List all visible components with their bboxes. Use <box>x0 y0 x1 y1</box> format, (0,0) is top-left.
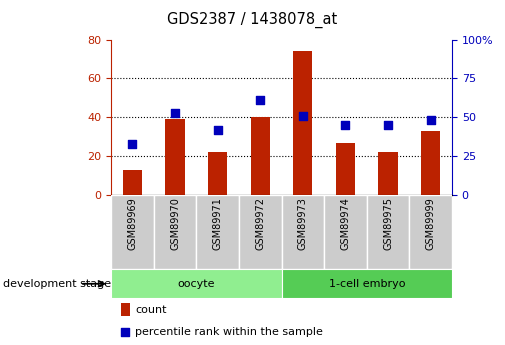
Bar <box>282 269 452 298</box>
Bar <box>111 195 154 269</box>
Bar <box>410 195 452 269</box>
Bar <box>208 152 227 195</box>
Bar <box>111 269 282 298</box>
Bar <box>166 119 185 195</box>
Bar <box>421 131 440 195</box>
Point <box>128 141 136 146</box>
Point <box>171 110 179 115</box>
Text: GDS2387 / 1438078_at: GDS2387 / 1438078_at <box>167 12 338 28</box>
Bar <box>367 195 410 269</box>
Text: GSM89971: GSM89971 <box>213 197 223 250</box>
Text: oocyte: oocyte <box>178 279 215 289</box>
Bar <box>154 195 196 269</box>
Text: count: count <box>135 305 167 315</box>
Text: GSM89999: GSM89999 <box>426 197 436 250</box>
Text: GSM89972: GSM89972 <box>255 197 265 250</box>
Bar <box>123 170 142 195</box>
Text: GSM89969: GSM89969 <box>127 197 137 250</box>
Text: GSM89975: GSM89975 <box>383 197 393 250</box>
Text: development stage: development stage <box>3 279 111 289</box>
Point <box>121 329 129 335</box>
Bar <box>121 303 130 316</box>
Text: percentile rank within the sample: percentile rank within the sample <box>135 327 323 337</box>
Bar <box>196 195 239 269</box>
Bar <box>336 142 355 195</box>
Text: GSM89974: GSM89974 <box>340 197 350 250</box>
Point <box>427 118 435 123</box>
Point <box>299 113 307 119</box>
Bar <box>282 195 324 269</box>
Bar <box>324 195 367 269</box>
Text: GSM89970: GSM89970 <box>170 197 180 250</box>
Point <box>256 98 264 103</box>
Point <box>214 127 222 132</box>
Bar <box>250 117 270 195</box>
Text: GSM89973: GSM89973 <box>298 197 308 250</box>
Bar <box>239 195 282 269</box>
Bar <box>378 152 397 195</box>
Point <box>384 122 392 128</box>
Point <box>341 122 349 128</box>
Text: 1-cell embryo: 1-cell embryo <box>329 279 405 289</box>
Bar <box>293 51 313 195</box>
